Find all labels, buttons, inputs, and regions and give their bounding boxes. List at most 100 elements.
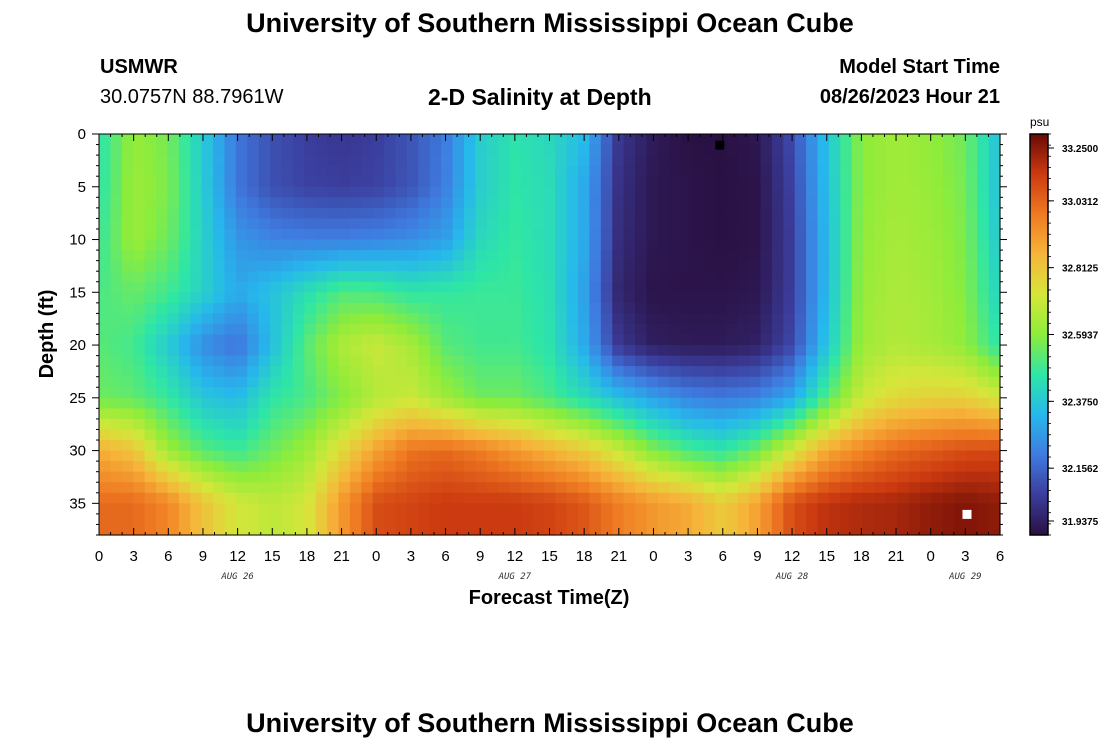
heatmap-cell <box>942 513 955 526</box>
heatmap-cell <box>703 471 716 483</box>
heatmap-cell <box>463 281 476 293</box>
heatmap-cell <box>372 155 385 167</box>
heatmap-cell <box>384 450 397 462</box>
heatmap-cell <box>498 239 511 251</box>
heatmap-cell <box>441 503 454 515</box>
heatmap-cell <box>589 134 602 146</box>
heatmap-cell <box>133 218 146 230</box>
heatmap-cell <box>851 513 864 526</box>
heatmap-cell <box>817 513 830 526</box>
heatmap-cell <box>395 313 408 325</box>
heatmap-cell <box>771 440 784 452</box>
heatmap-cell <box>920 471 933 483</box>
heatmap-cell <box>190 376 203 388</box>
heatmap-cell <box>737 207 750 220</box>
heatmap-cell <box>600 197 613 209</box>
heatmap-cell <box>247 313 260 325</box>
heatmap-cell <box>908 461 921 473</box>
heatmap-cell <box>578 492 591 504</box>
heatmap-cell <box>532 397 545 409</box>
heatmap-cell <box>749 134 762 146</box>
heatmap-cell <box>920 228 933 241</box>
heatmap-cell <box>749 334 762 346</box>
heatmap-cell <box>749 239 762 251</box>
heatmap-cell <box>338 408 351 420</box>
heatmap-cell <box>327 503 340 515</box>
heatmap-cell <box>463 271 476 283</box>
heatmap-cell <box>406 313 419 325</box>
heatmap-cell <box>760 302 773 314</box>
heatmap-cell <box>452 524 465 536</box>
heatmap-cell <box>178 271 191 283</box>
heatmap-cell <box>327 228 340 241</box>
heatmap-cell <box>543 461 556 473</box>
heatmap-cell <box>281 165 294 177</box>
heatmap-cell <box>201 155 214 167</box>
heatmap-cell <box>486 186 499 198</box>
heatmap-cell <box>988 345 1001 357</box>
heatmap-cell <box>190 250 203 262</box>
colorbar-label: 32.8125 <box>1062 264 1099 275</box>
heatmap-cell <box>680 429 693 441</box>
heatmap-cell <box>920 408 933 420</box>
heatmap-cell <box>498 492 511 504</box>
heatmap-cell <box>692 239 705 251</box>
heatmap-cell <box>99 376 112 388</box>
heatmap-cell <box>942 524 955 536</box>
heatmap-cell <box>840 355 853 367</box>
heatmap-cell <box>737 355 750 367</box>
heatmap-cell <box>509 155 522 167</box>
heatmap-cell <box>726 408 739 420</box>
heatmap-cell <box>783 186 796 198</box>
heatmap-cell <box>726 334 739 346</box>
heatmap-cell <box>304 429 317 441</box>
heatmap-cell <box>977 429 990 441</box>
heatmap-cell <box>965 197 978 209</box>
heatmap-cell <box>133 461 146 473</box>
heatmap-cell <box>292 260 305 272</box>
heatmap-cell <box>178 429 191 441</box>
heatmap-cell <box>270 186 283 198</box>
heatmap-cell <box>589 429 602 441</box>
heatmap-cell <box>965 302 978 314</box>
heatmap-cell <box>897 418 910 431</box>
heatmap-cell <box>817 260 830 272</box>
heatmap-cell <box>851 302 864 314</box>
heatmap-cell <box>110 323 123 336</box>
heatmap-cell <box>680 323 693 336</box>
heatmap-cell <box>760 155 773 167</box>
heatmap-cell <box>99 155 112 167</box>
heatmap-cell <box>623 250 636 262</box>
heatmap-cell <box>931 513 944 526</box>
heatmap-cell <box>714 165 727 177</box>
heatmap-cell <box>384 366 397 378</box>
heatmap-cell <box>133 186 146 198</box>
heatmap-cell <box>783 228 796 241</box>
heatmap-cell <box>657 492 670 504</box>
heatmap-cell <box>167 144 180 156</box>
heatmap-cell <box>384 218 397 230</box>
heatmap-cell <box>475 292 488 304</box>
heatmap-cell <box>726 302 739 314</box>
heatmap-cell <box>349 271 362 283</box>
heatmap-cell <box>897 218 910 230</box>
heatmap-cell <box>475 461 488 473</box>
heatmap-cell <box>509 450 522 462</box>
heatmap-cell <box>247 155 260 167</box>
heatmap-cell <box>270 345 283 357</box>
heatmap-cell <box>714 355 727 367</box>
heatmap-cell <box>463 302 476 314</box>
heatmap-cell <box>429 144 442 156</box>
heatmap-cell <box>475 524 488 536</box>
heatmap-cell <box>144 155 157 167</box>
heatmap-cell <box>361 281 374 293</box>
heatmap-cell <box>977 482 990 494</box>
heatmap-cell <box>361 186 374 198</box>
heatmap-cell <box>441 260 454 272</box>
heatmap-cell <box>156 450 169 462</box>
heatmap-cell <box>703 292 716 304</box>
heatmap-cell <box>703 440 716 452</box>
heatmap-cell <box>475 260 488 272</box>
x-tick-label: 0 <box>372 548 380 565</box>
heatmap-cell <box>156 239 169 251</box>
